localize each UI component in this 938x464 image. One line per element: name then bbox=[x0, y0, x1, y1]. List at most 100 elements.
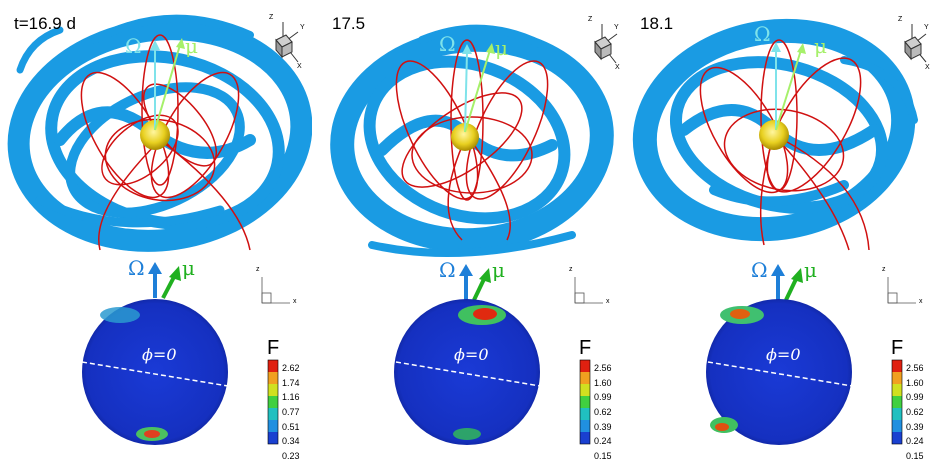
axis-3d-x: X bbox=[925, 64, 930, 71]
colorbar-tick: 0.62 bbox=[906, 407, 924, 418]
omega-arrowhead-bottom bbox=[459, 264, 473, 276]
omega-label-bottom: Ω bbox=[751, 258, 768, 282]
colorbar-tick: 0.77 bbox=[282, 407, 300, 418]
phi-zero-label: ϕ=0 bbox=[766, 345, 801, 364]
mu-label-bottom: μ bbox=[182, 256, 195, 280]
colorbar-tick-labels: 2.62 1.74 1.16 0.77 0.51 0.34 0.23 bbox=[282, 361, 300, 464]
panel-2: 17.5 Ω μ Ω μ ϕ=0 Z Y X z x F 2.56 1.60 0… bbox=[312, 0, 624, 461]
colorbar-tick-labels: 2.56 1.60 0.99 0.62 0.39 0.24 0.15 bbox=[594, 361, 612, 464]
panel-2-figure bbox=[330, 24, 618, 445]
omega-label-top: Ω bbox=[125, 34, 142, 58]
colorbar-title: F bbox=[579, 337, 592, 359]
mu-label-bottom: μ bbox=[804, 258, 817, 282]
phi-zero-meridian bbox=[395, 361, 541, 387]
colorbar-tick: 0.99 bbox=[906, 392, 924, 403]
colorbar bbox=[267, 359, 279, 445]
surface-sphere bbox=[394, 299, 540, 445]
mu-arrowhead-top bbox=[176, 38, 185, 49]
colorbar-tick: 0.62 bbox=[594, 407, 612, 418]
omega-arrowhead-top bbox=[462, 44, 472, 54]
axis-2d-z: z bbox=[882, 266, 886, 273]
omega-label-top: Ω bbox=[439, 32, 456, 56]
panel-3-figure bbox=[632, 18, 927, 445]
mu-arrow-top bbox=[154, 44, 181, 131]
time-label: 17.5 bbox=[332, 14, 366, 33]
colorbar-tick: 2.56 bbox=[906, 363, 924, 373]
axes-triad-3d bbox=[275, 22, 299, 63]
colorbar-tick: 0.23 bbox=[282, 451, 300, 462]
mu-label-top: μ bbox=[185, 34, 198, 58]
axis-3d-x: X bbox=[615, 64, 620, 71]
phi-zero-label: ϕ=0 bbox=[454, 345, 489, 364]
panel-1: t=16.9 d Ω μ Ω μ ϕ=0 Z Y X z x F 2.62 1.… bbox=[0, 0, 312, 461]
axis-3d-z: Z bbox=[898, 16, 903, 23]
axis-3d-y: Y bbox=[300, 24, 305, 31]
mu-arrow-top bbox=[775, 49, 802, 131]
colorbar-tick: 1.74 bbox=[282, 377, 300, 388]
axes-2d bbox=[887, 277, 916, 304]
axis-3d-y: Y bbox=[924, 24, 929, 31]
mu-arrowhead-bottom bbox=[169, 266, 181, 281]
mu-arrow-bottom bbox=[161, 274, 177, 299]
colorbar-title: F bbox=[267, 337, 280, 359]
omega-arrowhead-bottom bbox=[148, 262, 162, 274]
sphere-hotspots bbox=[453, 305, 506, 440]
sphere-hotspots bbox=[710, 306, 764, 433]
omega-arrowhead-top bbox=[771, 42, 781, 52]
time-label: 18.1 bbox=[640, 14, 674, 33]
axis-2d-x: x bbox=[606, 298, 610, 305]
colorbar-title: F bbox=[891, 337, 904, 359]
axis-3d-z: Z bbox=[269, 14, 274, 21]
colorbar-tick: 1.16 bbox=[282, 392, 300, 403]
time-label: t=16.9 d bbox=[14, 14, 76, 33]
star bbox=[759, 120, 789, 150]
mu-arrowhead-top bbox=[797, 43, 806, 54]
axis-2d-z: z bbox=[569, 266, 573, 273]
colorbar bbox=[579, 359, 591, 445]
mu-arrow-bottom bbox=[784, 276, 799, 301]
omega-arrow-top bbox=[464, 51, 468, 133]
phi-zero-label: ϕ=0 bbox=[142, 345, 177, 364]
magnetic-field-lines bbox=[699, 39, 870, 251]
colorbar-tick: 0.15 bbox=[906, 451, 924, 462]
axes-triad-3d bbox=[904, 24, 927, 63]
colorbar-tick: 0.39 bbox=[594, 421, 612, 432]
axis-3d-x: X bbox=[297, 63, 302, 70]
mu-arrowhead-bottom bbox=[479, 268, 491, 283]
colorbar-tick: 0.24 bbox=[594, 436, 612, 447]
axis-2d-x: x bbox=[293, 298, 297, 305]
mu-arrow-top bbox=[464, 49, 491, 133]
panel-3: 18.1 Ω μ Ω μ ϕ=0 Z Y X z x F 2.56 1.60 0… bbox=[624, 0, 936, 461]
mu-label-bottom: μ bbox=[492, 258, 505, 282]
mu-arrowhead-bottom bbox=[791, 268, 803, 283]
colorbar-tick: 0.15 bbox=[594, 451, 612, 462]
axis-3d-z: Z bbox=[588, 16, 593, 23]
omega-label-bottom: Ω bbox=[439, 258, 456, 282]
phi-zero-meridian bbox=[707, 361, 853, 387]
phi-zero-meridian bbox=[81, 361, 229, 387]
mu-arrowhead-top bbox=[486, 43, 495, 54]
axis-2d-x: x bbox=[919, 298, 923, 305]
colorbar-tick: 2.62 bbox=[282, 363, 300, 373]
mu-arrow-bottom bbox=[472, 276, 487, 301]
mu-label-top: μ bbox=[814, 34, 827, 58]
colorbar-tick: 0.39 bbox=[906, 421, 924, 432]
axes-triad-3d bbox=[594, 24, 618, 64]
magnetic-field-lines bbox=[80, 34, 251, 251]
omega-arrowhead-top bbox=[150, 40, 160, 50]
panel-1-figure bbox=[7, 14, 312, 445]
omega-arrowhead-bottom bbox=[771, 264, 785, 276]
magnetic-field-lines bbox=[395, 39, 549, 241]
colorbar-tick: 0.51 bbox=[282, 421, 300, 432]
mu-label-top: μ bbox=[495, 36, 508, 60]
omega-label-bottom: Ω bbox=[128, 256, 145, 280]
colorbar-tick: 0.24 bbox=[906, 436, 924, 447]
colorbar-tick: 0.34 bbox=[282, 436, 300, 447]
surface-sphere bbox=[82, 299, 228, 445]
omega-label-top: Ω bbox=[754, 22, 771, 46]
axes-2d bbox=[261, 277, 290, 304]
star bbox=[451, 123, 479, 151]
star bbox=[140, 120, 170, 150]
colorbar-tick-labels: 2.56 1.60 0.99 0.62 0.39 0.24 0.15 bbox=[906, 361, 924, 464]
sphere-hotspots bbox=[100, 307, 168, 441]
